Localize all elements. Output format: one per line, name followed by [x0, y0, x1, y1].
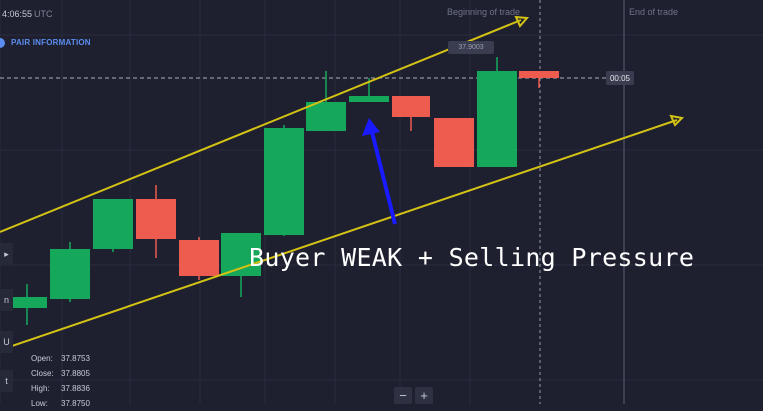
channel-lower-line [0, 119, 678, 351]
candle-body [7, 297, 47, 308]
bullish-candle [306, 71, 346, 131]
channel-lower-arrowhead [669, 114, 685, 127]
bullish-candle [93, 199, 133, 252]
candle-body [392, 96, 430, 117]
candle-body [136, 199, 176, 239]
time-label: 4:06:55 UTC [2, 9, 53, 19]
candle-body [264, 128, 304, 235]
zoom-controls: − + [394, 387, 433, 404]
bearish-candle [136, 185, 176, 258]
candle-body [179, 240, 219, 276]
ohlc-close-value: 37.8805 [61, 369, 90, 378]
price-tag: 37.9003 [448, 41, 494, 54]
left-tab-2[interactable]: n [0, 289, 13, 311]
candle-body [477, 71, 517, 167]
bearish-candle [519, 71, 559, 88]
bearish-candle [392, 96, 430, 131]
bullish-candle [50, 242, 90, 302]
bearish-candle [179, 237, 219, 280]
ohlc-panel: Open: 37.8753 Close: 37.8805 High: 37.88… [31, 351, 90, 411]
clock-time: 4:06:55 [2, 9, 33, 19]
timer-tag: 00:05 [606, 71, 634, 85]
ohlc-open-value: 37.8753 [61, 354, 90, 363]
annotation-text: Buyer WEAK + Selling Pressure [249, 243, 695, 272]
bullish-candle [264, 125, 304, 236]
ohlc-open-row: Open: 37.8753 [31, 351, 90, 366]
pair-information-button[interactable]: PAIR INFORMATION [0, 34, 91, 51]
left-tab-3[interactable]: U [0, 331, 13, 353]
pair-information-label: PAIR INFORMATION [11, 38, 91, 47]
ohlc-high-key: High: [31, 384, 50, 393]
ohlc-high-value: 37.8836 [61, 384, 90, 393]
end-of-trade-label: End of trade [629, 7, 679, 17]
timezone: UTC [34, 9, 53, 19]
left-tab-4[interactable]: t [0, 370, 13, 392]
zoom-out-button[interactable]: − [394, 387, 412, 404]
candle-body [349, 96, 389, 102]
channel-upper-line [0, 19, 522, 233]
candles [7, 57, 559, 325]
beginning-of-trade-label: Beginning of trade [447, 7, 521, 17]
channel-upper-arrowhead [514, 15, 530, 28]
bullish-candle [477, 57, 517, 167]
candle-body [50, 249, 90, 299]
candle-body [434, 118, 474, 167]
zoom-in-button[interactable]: + [415, 387, 433, 404]
bullish-candle [7, 284, 47, 325]
blue-arrow-head [362, 118, 380, 136]
info-icon [0, 37, 5, 48]
candle-body [519, 71, 559, 78]
left-tab-1[interactable]: ▸ [0, 243, 13, 265]
candle-body [93, 199, 133, 249]
ohlc-high-row: High: 37.8836 [31, 381, 90, 396]
blue-arrow-shaft [370, 131, 397, 225]
ohlc-close-key: Close: [31, 369, 54, 378]
candle-body [306, 102, 346, 131]
ohlc-close-row: Close: 37.8805 [31, 366, 90, 381]
ohlc-open-key: Open: [31, 354, 53, 363]
bearish-candle [434, 118, 474, 167]
